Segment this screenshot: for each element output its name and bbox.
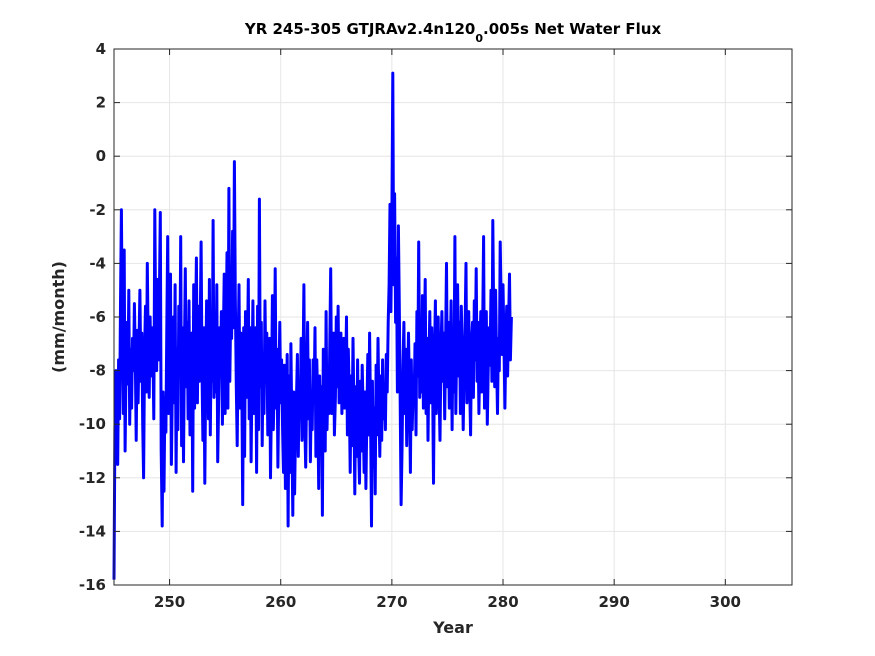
x-tick-label: 300 [710, 593, 741, 611]
y-tick-label: 2 [96, 94, 106, 112]
y-tick-label: 0 [96, 147, 106, 165]
y-tick-labels: -16 -14 -12 -10 -8 -6 -4 -2 0 2 4 [79, 40, 106, 594]
chart-title-main: YR 245-305 GTJRAv2.4n120 [244, 20, 476, 38]
x-tick-label: 280 [487, 593, 518, 611]
y-tick-label: -8 [89, 362, 106, 380]
series-line-net-water-flux [112, 71, 513, 580]
y-tick-label: -4 [89, 254, 106, 272]
y-axis-label: (mm/month) [49, 261, 68, 373]
x-tick-label: 270 [376, 593, 407, 611]
series-layer [112, 71, 513, 580]
ticks [114, 48, 792, 586]
x-tick-label: 290 [599, 593, 630, 611]
x-tick-label: 260 [265, 593, 296, 611]
y-tick-label: -12 [79, 469, 106, 487]
chart-title-tail: .005s Net Water Flux [483, 20, 661, 38]
x-axis-label: Year [432, 618, 473, 637]
chart-title-subscript: 0 [475, 32, 483, 45]
x-tick-label: 250 [154, 593, 185, 611]
x-tick-labels: 250 260 270 280 290 300 [154, 593, 741, 611]
y-tick-label: -14 [79, 522, 106, 540]
y-tick-label: -2 [89, 201, 106, 219]
y-tick-label: 4 [96, 40, 106, 58]
chart-title: YR 245-305 GTJRAv2.4n1200.005s Net Water… [244, 20, 662, 45]
y-tick-label: -10 [79, 415, 106, 433]
y-tick-label: -16 [79, 576, 106, 594]
y-tick-label: -6 [89, 308, 106, 326]
